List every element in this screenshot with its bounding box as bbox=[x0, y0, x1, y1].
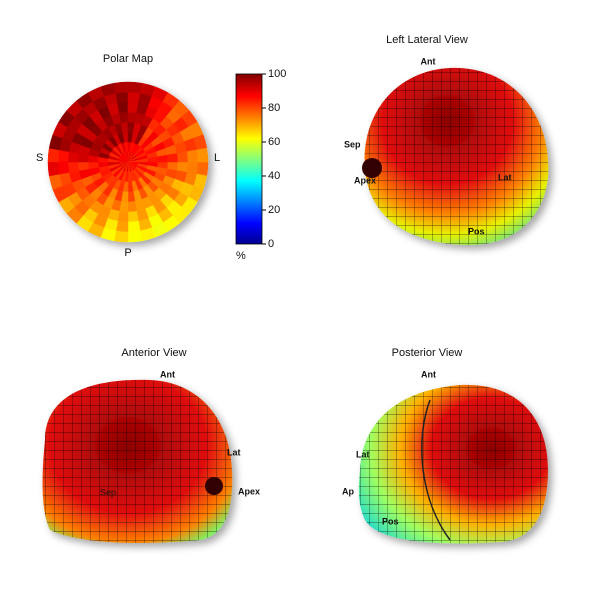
colorbar-tick-label: 0 bbox=[268, 238, 274, 250]
view-label: Pos bbox=[382, 516, 399, 526]
view-label: Ant bbox=[421, 369, 436, 379]
polar-cell bbox=[115, 91, 129, 104]
view-label: Ant bbox=[421, 56, 436, 66]
colorbar-tick-label: 80 bbox=[268, 102, 280, 114]
polar-cell bbox=[47, 161, 60, 177]
polar-cell bbox=[113, 230, 129, 243]
colorbar-unit: % bbox=[236, 250, 246, 262]
polar-cell bbox=[176, 151, 189, 163]
panel-title: Anterior View bbox=[121, 347, 186, 359]
polar-cell bbox=[113, 81, 129, 94]
colorbar-tick-label: 60 bbox=[268, 136, 280, 148]
colorbar-tick-label: 100 bbox=[268, 68, 286, 80]
polar-cell bbox=[77, 161, 89, 171]
heart-3d bbox=[362, 67, 549, 246]
view-label: Ant bbox=[160, 369, 175, 379]
polar-label: L bbox=[214, 152, 220, 164]
polar-label: P bbox=[124, 247, 131, 259]
polar-cell bbox=[127, 210, 139, 223]
panel-title: Posterior View bbox=[392, 347, 463, 359]
polar-cell bbox=[127, 230, 143, 243]
view-label: Apex bbox=[354, 175, 376, 185]
polar-cell bbox=[57, 149, 70, 163]
view-label: Lat bbox=[227, 447, 241, 457]
polar-cell bbox=[186, 161, 199, 175]
heart-3d bbox=[358, 384, 548, 544]
polar-cell bbox=[57, 161, 70, 175]
polar-cell bbox=[196, 147, 209, 163]
view-label: Apex bbox=[238, 486, 260, 496]
polar-label: S bbox=[36, 152, 43, 164]
view-label: Sep bbox=[344, 139, 361, 149]
polar-cell bbox=[196, 161, 209, 177]
polar-cell bbox=[117, 101, 129, 114]
heart-3d bbox=[42, 379, 233, 543]
polar-cell bbox=[119, 111, 129, 123]
polar-cell bbox=[115, 220, 129, 233]
polar-cell bbox=[127, 220, 141, 233]
view-label: Lat bbox=[498, 172, 512, 182]
colorbar-tick-label: 40 bbox=[268, 170, 280, 182]
panel-title: Left Lateral View bbox=[386, 34, 468, 46]
view-label: Lat bbox=[356, 449, 370, 459]
polar-cell bbox=[127, 91, 141, 104]
panel-title: Polar Map bbox=[103, 53, 153, 65]
colorbar-tick-label: 20 bbox=[268, 204, 280, 216]
view-label: Ap bbox=[342, 486, 354, 496]
polar-cell bbox=[47, 147, 60, 163]
polar-cell bbox=[67, 161, 80, 173]
polar-cell bbox=[167, 153, 179, 163]
view-label: Pos bbox=[468, 226, 485, 236]
colorbar bbox=[235, 73, 263, 245]
polar-cell bbox=[127, 201, 137, 213]
polar-map bbox=[47, 81, 209, 243]
polar-cell bbox=[127, 81, 143, 94]
view-label: Sep bbox=[100, 487, 116, 497]
polar-cell bbox=[186, 149, 199, 163]
